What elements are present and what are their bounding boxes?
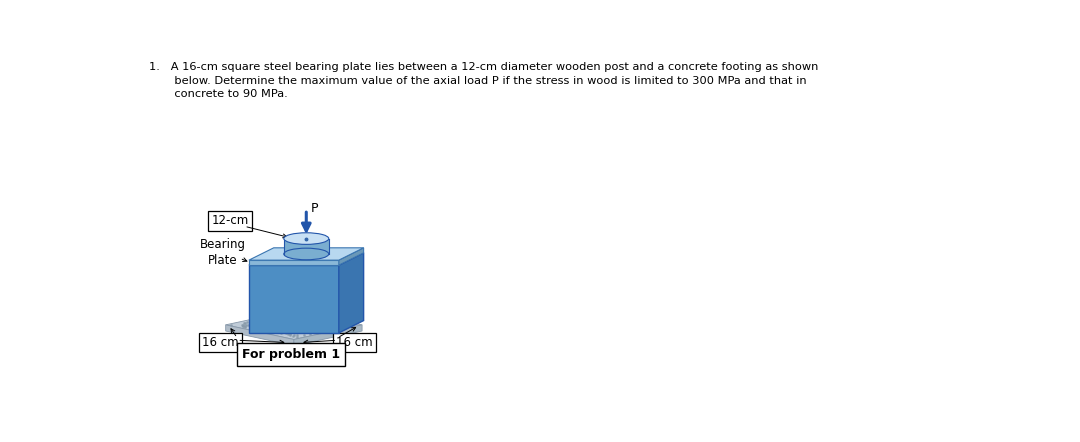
Ellipse shape (284, 248, 328, 260)
Text: 12-cm: 12-cm (212, 214, 249, 227)
Polygon shape (226, 325, 294, 346)
Text: 1.   A 16-cm square steel bearing plate lies between a 12-cm diameter wooden pos: 1. A 16-cm square steel bearing plate li… (149, 62, 819, 72)
Text: concrete to 90 MPa.: concrete to 90 MPa. (149, 89, 287, 99)
Polygon shape (294, 325, 362, 346)
Polygon shape (226, 310, 362, 339)
Polygon shape (248, 248, 364, 260)
Text: 16 cm: 16 cm (336, 336, 373, 349)
Polygon shape (248, 253, 364, 265)
Text: below. Determine the maximum value of the axial load P if the stress in wood is : below. Determine the maximum value of th… (149, 76, 807, 86)
Text: P: P (311, 202, 319, 215)
Polygon shape (248, 265, 339, 333)
Text: Bearing
Plate: Bearing Plate (200, 238, 245, 267)
Polygon shape (339, 248, 364, 265)
Ellipse shape (284, 233, 328, 244)
Polygon shape (339, 253, 364, 333)
Polygon shape (284, 239, 328, 254)
Text: 16 cm: 16 cm (202, 336, 239, 349)
Text: For problem 1: For problem 1 (242, 348, 340, 362)
Polygon shape (248, 260, 339, 265)
